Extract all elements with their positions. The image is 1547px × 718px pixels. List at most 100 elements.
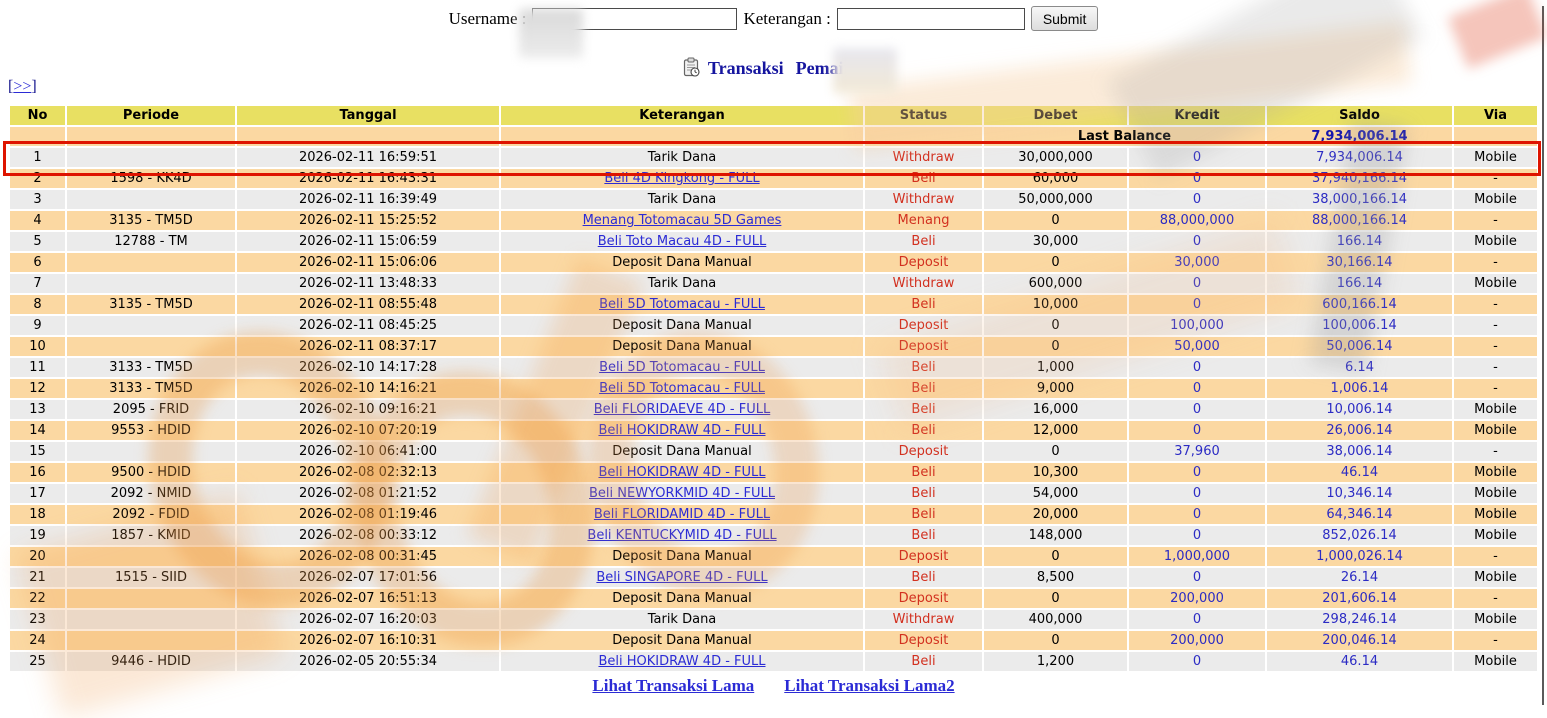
cell-empty [10,127,65,146]
cell-tanggal: 2026-02-10 14:16:21 [237,379,499,398]
keterangan-link[interactable]: Beli KENTUCKYMID 4D - FULL [587,528,777,543]
table-row: 11 3133 - TM5D 2026-02-10 14:17:28 Beli 5D … [10,358,1537,377]
table-row: 2 1598 - KK4D 2026-02-11 16:43:31 Beli 4D K… [10,169,1537,188]
cell-debet: 0 [984,211,1127,230]
cell-periode: 3133 - TM5D [67,379,235,398]
keterangan-link[interactable]: Beli HOKIDRAW 4D - FULL [598,423,766,438]
cell-via: Mobile [1454,463,1537,482]
cell-periode: 3133 - TM5D [67,358,235,377]
keterangan-link[interactable]: Beli 5D Totomacau - FULL [599,297,765,312]
cell-no: 1 [10,148,65,167]
cell-keterangan: Beli FLORIDAEVE 4D - FULL [501,400,863,419]
cell-status: Beli [865,232,982,251]
cell-kredit: 0 [1129,526,1265,545]
cell-via: Mobile [1454,148,1537,167]
cell-kredit: 200,000 [1129,631,1265,650]
cell-tanggal: 2026-02-11 15:06:59 [237,232,499,251]
cell-periode: 2095 - FRID [67,400,235,419]
cell-tanggal: 2026-02-11 08:55:48 [237,295,499,314]
next-page-link[interactable]: >> [13,78,32,95]
cell-debet: 60,000 [984,169,1127,188]
cell-tanggal: 2026-02-07 16:10:31 [237,631,499,650]
cell-debet: 0 [984,316,1127,335]
cell-saldo: 7,934,006.14 [1267,148,1452,167]
cell-debet: 0 [984,442,1127,461]
cell-debet: 16,000 [984,400,1127,419]
cell-periode [67,610,235,629]
cell-debet: 1,000 [984,358,1127,377]
table-row: 7 2026-02-11 13:48:33 Tarik Dana Withdraw 60… [10,274,1537,293]
cell-no: 18 [10,505,65,524]
cell-saldo: 26,006.14 [1267,421,1452,440]
cell-no: 7 [10,274,65,293]
table-row: 20 2026-02-08 00:31:45 Deposit Dana Manual… [10,547,1537,566]
bracket-close: ] [31,78,37,95]
cell-via: - [1454,253,1537,272]
cell-saldo: 30,166.14 [1267,253,1452,272]
column-header-via: Via [1454,106,1537,125]
keterangan-link[interactable]: Beli 5D Totomacau - FULL [599,381,765,396]
keterangan-link[interactable]: Beli HOKIDRAW 4D - FULL [598,654,766,669]
username-input[interactable] [532,7,738,30]
cell-kredit: 0 [1129,169,1265,188]
cell-tanggal: 2026-02-07 16:20:03 [237,610,499,629]
keterangan-link[interactable]: Beli Toto Macau 4D - FULL [597,234,767,249]
cell-saldo: 64,346.14 [1267,505,1452,524]
cell-periode: 9446 - HDID [67,652,235,671]
cell-kredit: 0 [1129,610,1265,629]
cell-periode: 1598 - KK4D [67,169,235,188]
lihat-transaksi-lama-link[interactable]: Lihat Transaksi Lama [592,676,755,695]
keterangan-link[interactable]: Beli 4D Kingkong - FULL [604,171,760,186]
table-row: 17 2092 - NMID 2026-02-08 01:21:52 Beli NEW… [10,484,1537,503]
cell-keterangan: Tarik Dana [501,274,863,293]
cell-via: Mobile [1454,610,1537,629]
cell-periode: 2092 - NMID [67,484,235,503]
cell-saldo: 298,246.14 [1267,610,1452,629]
keterangan-link[interactable]: Beli SINGAPORE 4D - FULL [596,570,768,585]
keterangan-link[interactable]: Beli FLORIDAMID 4D - FULL [593,507,771,522]
cell-kredit: 0 [1129,148,1265,167]
keterangan-link[interactable]: Beli HOKIDRAW 4D - FULL [598,465,766,480]
cell-debet: 148,000 [984,526,1127,545]
cell-periode [67,190,235,209]
cell-no: 2 [10,169,65,188]
table-row: 8 3135 - TM5D 2026-02-11 08:55:48 Beli 5D T… [10,295,1537,314]
keterangan-link[interactable]: Beli NEWYORKMID 4D - FULL [589,486,775,501]
cell-no: 3 [10,190,65,209]
cell-periode [67,253,235,272]
cell-debet: 30,000,000 [984,148,1127,167]
cell-no: 5 [10,232,65,251]
keterangan-link[interactable]: Beli FLORIDAEVE 4D - FULL [593,402,771,417]
column-header-kredit: Kredit [1129,106,1265,125]
cell-status: Beli [865,400,982,419]
keterangan-link[interactable]: Menang Totomacau 5D Games [582,213,782,228]
cell-saldo: 10,006.14 [1267,400,1452,419]
cell-status: Beli [865,652,982,671]
cell-periode [67,547,235,566]
column-header-debet: Debet [984,106,1127,125]
cell-keterangan: Tarik Dana [501,610,863,629]
table-row: 4 3135 - TM5D 2026-02-11 15:25:52 Menang To… [10,211,1537,230]
cell-keterangan: Beli FLORIDAMID 4D - FULL [501,505,863,524]
cell-saldo: 100,006.14 [1267,316,1452,335]
cell-saldo: 46.14 [1267,652,1452,671]
cell-debet: 12,000 [984,421,1127,440]
cell-periode [67,274,235,293]
cell-keterangan: Beli 5D Totomacau - FULL [501,358,863,377]
cell-no: 13 [10,400,65,419]
cell-tanggal: 2026-02-08 01:19:46 [237,505,499,524]
submit-button[interactable]: Submit [1030,6,1099,31]
cell-via: - [1454,547,1537,566]
cell-debet: 600,000 [984,274,1127,293]
keterangan-input[interactable] [836,7,1025,30]
cell-saldo: 38,006.14 [1267,442,1452,461]
lihat-transaksi-lama2-link[interactable]: Lihat Transaksi Lama2 [784,676,955,695]
cell-via: - [1454,295,1537,314]
cell-periode [67,316,235,335]
cell-debet: 8,500 [984,568,1127,587]
cell-kredit: 37,960 [1129,442,1265,461]
cell-no: 17 [10,484,65,503]
cell-saldo: 166.14 [1267,274,1452,293]
keterangan-link[interactable]: Beli 5D Totomacau - FULL [599,360,765,375]
cell-no: 23 [10,610,65,629]
